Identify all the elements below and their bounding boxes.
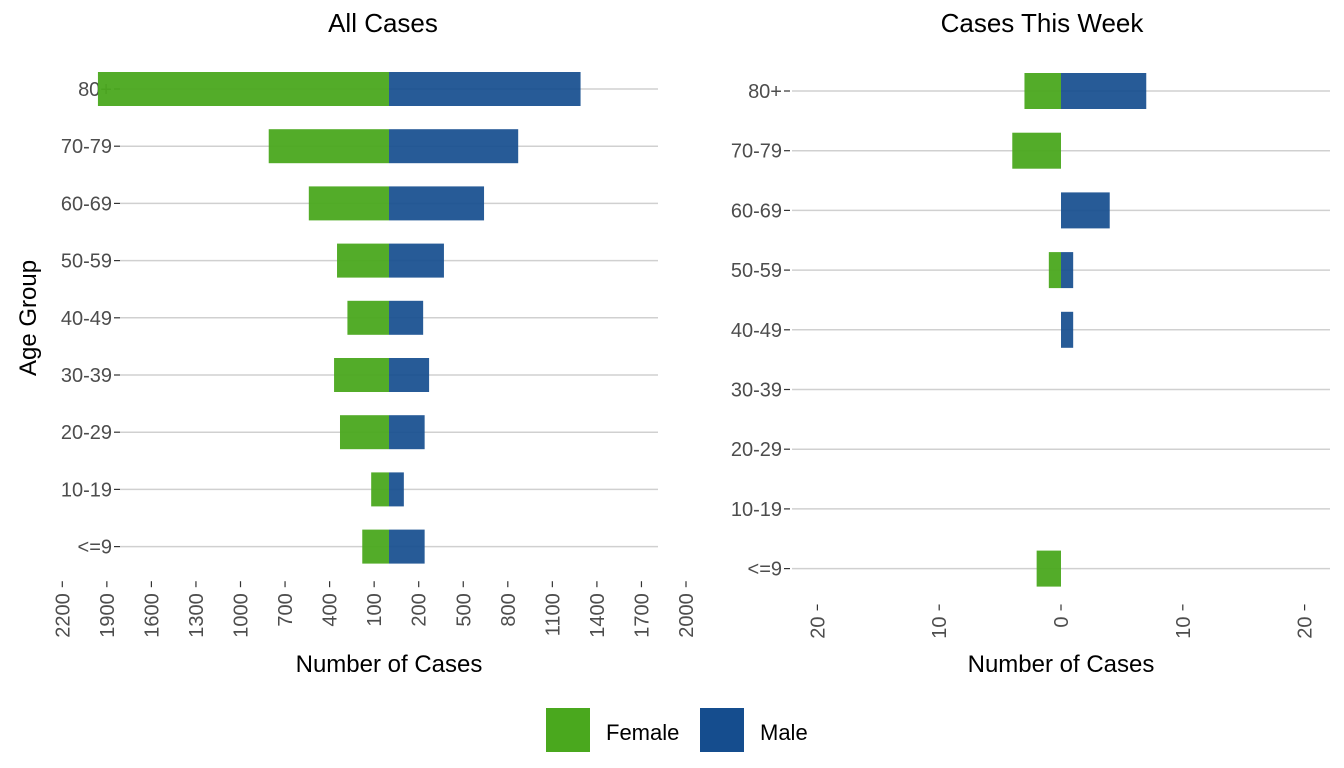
- bar-male: [389, 243, 444, 278]
- bar-male: [1061, 311, 1074, 348]
- bar-male: [1061, 252, 1074, 289]
- category-label: 70-79: [731, 141, 782, 163]
- x-axis-title: Number of Cases: [968, 651, 1155, 678]
- x-tick-label: 20: [807, 616, 829, 638]
- category-label: 40-49: [61, 308, 112, 330]
- bar-male: [1061, 73, 1147, 109]
- bar-female: [1036, 550, 1061, 587]
- category-label: 30-39: [61, 365, 112, 387]
- x-tick-label: 400: [320, 593, 342, 626]
- bar-male: [389, 358, 430, 392]
- bar-female: [308, 186, 389, 221]
- bar-female: [97, 72, 389, 106]
- bar-male: [389, 72, 581, 106]
- x-tick-label: 1400: [587, 593, 609, 638]
- x-tick-label: 500: [453, 593, 475, 626]
- legend-label-female: Female: [606, 720, 679, 745]
- bar-female: [334, 358, 389, 392]
- category-label: 50-59: [61, 251, 112, 273]
- panel-title: Cases This Week: [941, 8, 1145, 38]
- bar-female: [339, 415, 389, 450]
- panel-1: All Cases80+70-7960-6950-5940-4930-3920-…: [52, 8, 698, 678]
- x-tick-label: 1700: [631, 593, 653, 638]
- legend-label-male: Male: [760, 720, 808, 745]
- bar-male: [389, 186, 485, 221]
- category-label: 10-19: [61, 479, 112, 501]
- x-tick-label: 2200: [52, 593, 74, 638]
- x-tick-label: 0: [1051, 616, 1073, 627]
- bar-male: [389, 415, 425, 450]
- bar-female: [362, 529, 389, 564]
- x-axis-title: Number of Cases: [296, 651, 483, 678]
- legend-swatch-male: [700, 708, 744, 752]
- chart-panels: All Cases 80+ 70-79 60-69 50-59 40-49 30-39 20-…: [52, 8, 1330, 678]
- bar-female: [268, 129, 389, 164]
- bar-male: [389, 300, 424, 335]
- bar-male: [389, 472, 404, 507]
- category-label: 70-79: [61, 136, 112, 158]
- bar-female: [347, 300, 389, 335]
- bar-female: [371, 472, 389, 507]
- y-axis-title: Age Group: [15, 260, 42, 376]
- x-tick-label: 1100: [542, 593, 564, 636]
- x-tick-label: 20: [1295, 616, 1317, 638]
- bar-female: [1012, 132, 1061, 169]
- x-tick-label: 100: [364, 593, 386, 626]
- category-label: <=9: [78, 537, 112, 559]
- bar-male: [389, 529, 425, 564]
- x-tick-label: 2000: [676, 593, 698, 638]
- x-tick-label: 800: [498, 593, 520, 626]
- x-tick-label: 700: [275, 593, 297, 626]
- bar-female: [1048, 252, 1061, 289]
- legend: Female Male: [546, 708, 808, 752]
- bar-male: [1061, 192, 1110, 229]
- bar-female: [1024, 73, 1061, 109]
- category-label: 20-29: [731, 439, 782, 461]
- panel-title: All Cases: [328, 8, 438, 38]
- bar-male: [389, 129, 519, 164]
- x-tick-label: 1300: [186, 593, 208, 638]
- x-tick-label: 10: [1173, 616, 1195, 638]
- category-label: 10-19: [731, 499, 782, 521]
- x-tick-label: 1900: [97, 593, 119, 638]
- x-tick-label: 10: [929, 616, 951, 638]
- legend-swatch-female: [546, 708, 590, 752]
- category-label: 40-49: [731, 320, 782, 342]
- category-label: 30-39: [731, 380, 782, 402]
- category-label: <=9: [748, 559, 782, 581]
- x-tick-label: 1000: [231, 593, 253, 638]
- category-label: 50-59: [731, 260, 782, 282]
- panel-2: Cases This Week 80+ 70-79 60-69 50-59 40-49 30…: [731, 8, 1330, 678]
- category-label: 20-29: [61, 422, 112, 444]
- x-tick-label: 1600: [141, 593, 163, 638]
- category-label: 60-69: [731, 200, 782, 222]
- category-label: 80+: [748, 81, 782, 103]
- x-tick-label: 200: [409, 593, 431, 626]
- bar-female: [337, 243, 389, 278]
- category-label: 60-69: [61, 193, 112, 215]
